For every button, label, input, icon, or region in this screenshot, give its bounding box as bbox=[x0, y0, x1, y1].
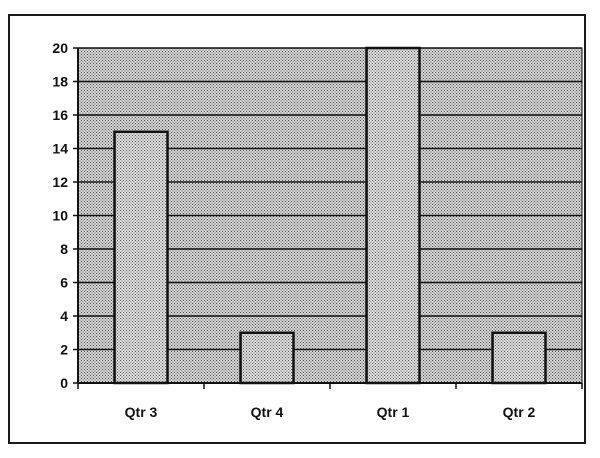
y-tick-label: 18 bbox=[52, 74, 68, 90]
y-tick-label: 20 bbox=[52, 40, 68, 56]
y-tick-label: 8 bbox=[60, 241, 68, 257]
x-tick-label: Qtr 4 bbox=[251, 404, 284, 420]
y-tick-label: 4 bbox=[60, 308, 68, 324]
y-tick-label: 12 bbox=[52, 174, 68, 190]
x-tick-label: Qtr 3 bbox=[125, 404, 158, 420]
y-tick-label: 10 bbox=[52, 208, 68, 224]
y-tick-label: 2 bbox=[60, 342, 68, 358]
bar-qtr-2 bbox=[491, 331, 547, 385]
y-tick-label: 14 bbox=[52, 141, 68, 157]
bar-qtr-3 bbox=[113, 130, 169, 385]
y-tick-label: 16 bbox=[52, 107, 68, 123]
x-tick-label: Qtr 1 bbox=[377, 404, 410, 420]
bar-qtr-1 bbox=[365, 46, 421, 385]
bar-qtr-4 bbox=[239, 331, 295, 385]
x-tick-label: Qtr 2 bbox=[503, 404, 536, 420]
y-tick-label: 6 bbox=[60, 275, 68, 291]
y-tick-label: 0 bbox=[60, 375, 68, 391]
